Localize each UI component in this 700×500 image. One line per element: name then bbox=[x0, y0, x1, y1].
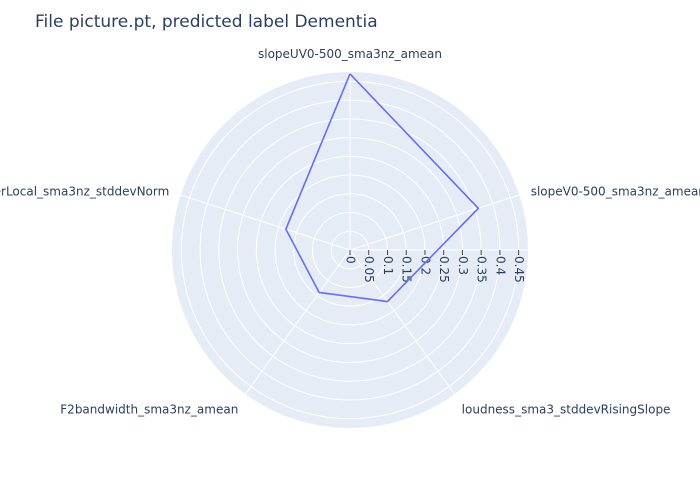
axis-label: F2bandwidth_sma3nz_amean bbox=[60, 403, 238, 417]
radial-tick-labels: 0 0.05 0.1 0.15 0.2 0.25 0.3 0.35 0.4 0.45 bbox=[344, 256, 527, 283]
chart-title: File picture.pt, predicted label Dementi… bbox=[35, 12, 378, 32]
axis-label: jitterLocal_sma3nz_stddevNorm bbox=[0, 184, 169, 198]
radial-tick-label: 0 bbox=[344, 256, 358, 264]
radial-tick-label: 0.35 bbox=[475, 256, 489, 283]
radial-tick-label: 0.4 bbox=[493, 256, 507, 275]
angular-axis-labels: slopeUV0-500_sma3nz_amean slopeV0-500_sma… bbox=[0, 47, 700, 417]
axis-label: slopeV0-500_sma3nz_amean bbox=[531, 184, 700, 198]
axis-label: loudness_sma3_stddevRisingSlope bbox=[462, 403, 671, 417]
angular-gridline bbox=[349, 194, 520, 251]
radial-tick-label: 0.05 bbox=[362, 256, 376, 283]
radial-tick-label: 0.15 bbox=[400, 256, 414, 283]
series-line bbox=[285, 73, 480, 303]
radial-tick-label: 0.3 bbox=[456, 256, 470, 275]
radial-tick-label: 0.25 bbox=[437, 256, 451, 283]
radial-tick-label: 0.2 bbox=[418, 256, 432, 275]
angular-gridline bbox=[349, 249, 456, 395]
radial-tick-label: 0.1 bbox=[381, 256, 395, 275]
radial-tick-label: 0.45 bbox=[512, 256, 526, 283]
radial-axis bbox=[349, 249, 528, 255]
angular-gridlines bbox=[180, 72, 520, 395]
angular-gridline bbox=[180, 194, 351, 251]
series-layer bbox=[285, 73, 480, 303]
angular-gridline bbox=[244, 249, 351, 395]
axis-label: slopeUV0-500_sma3nz_amean bbox=[258, 47, 442, 61]
